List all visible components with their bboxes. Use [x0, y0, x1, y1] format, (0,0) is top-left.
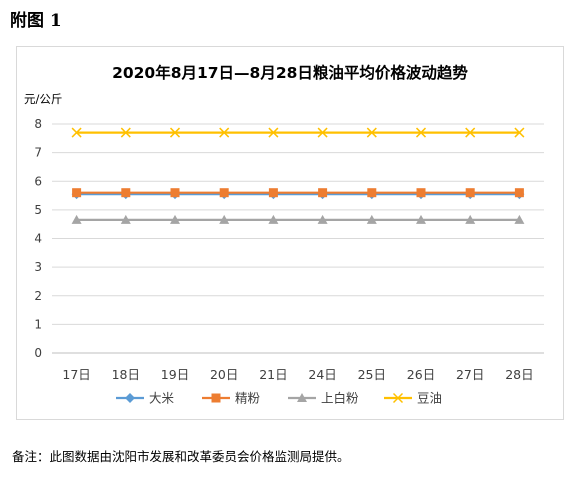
marker-stroke	[366, 127, 377, 138]
y-tick-label: 2	[34, 289, 42, 303]
y-tick-label: 4	[34, 232, 42, 246]
data-point-marker	[219, 127, 230, 138]
x-tick-label: 17日	[62, 367, 90, 382]
data-point-marker	[297, 393, 307, 402]
data-point-marker	[465, 188, 475, 198]
data-point-marker	[219, 214, 230, 224]
y-tick-label: 5	[34, 203, 42, 217]
data-point-marker	[514, 188, 524, 198]
data-point-marker	[120, 127, 131, 138]
marker-stroke	[415, 127, 427, 138]
legend-label: 精粉	[235, 391, 261, 406]
data-point-marker	[416, 214, 426, 224]
legend-item: 上白粉	[288, 391, 359, 406]
data-point-marker	[169, 127, 181, 138]
series-lines	[71, 127, 525, 224]
data-point-marker	[121, 188, 131, 198]
series-大米	[71, 189, 525, 200]
data-point-marker	[514, 127, 525, 138]
legend-label: 大米	[149, 391, 175, 406]
y-tick-label: 6	[34, 174, 42, 188]
data-point-marker	[415, 127, 427, 138]
data-point-marker	[72, 188, 82, 198]
legend-item: 豆油	[384, 391, 442, 406]
y-tick-label: 7	[34, 146, 42, 160]
data-point-marker	[366, 127, 377, 138]
data-point-marker	[317, 127, 328, 138]
data-point-marker	[211, 393, 221, 403]
data-point-marker	[71, 127, 82, 138]
legend-item: 大米	[116, 391, 175, 406]
x-tick-label: 28日	[505, 367, 533, 382]
series-上白粉	[71, 214, 525, 224]
x-tick-label: 25日	[358, 367, 386, 382]
marker-stroke	[392, 392, 404, 404]
data-point-marker	[416, 188, 426, 198]
y-tick-label: 0	[34, 346, 42, 360]
chart-frame: 2020年8月17日—8月28日粮油平均价格波动趋势 元/公斤 0 1 2 3 4 5 6 7…	[16, 46, 564, 420]
x-tick-label: 26日	[407, 367, 435, 382]
data-point-marker	[268, 188, 278, 198]
data-point-marker	[465, 214, 476, 224]
data-point-marker	[170, 188, 180, 198]
data-point-marker	[366, 214, 377, 224]
marker-stroke	[169, 127, 181, 138]
data-point-marker	[367, 188, 377, 198]
data-point-marker	[219, 188, 229, 198]
series-精粉	[72, 188, 524, 198]
data-point-marker	[268, 214, 279, 224]
line-chart: 2020年8月17日—8月28日粮油平均价格波动趋势 元/公斤 0 1 2 3 4 5 6 7…	[24, 63, 544, 406]
footnote: 备注：此图数据由沈阳市发展和改革委员会价格监测局提供。	[12, 449, 350, 464]
y-tick-labels: 0 1 2 3 4 5 6 7 8	[34, 117, 42, 360]
data-point-marker	[465, 127, 476, 138]
marker-stroke	[219, 127, 230, 138]
y-tick-label: 1	[34, 317, 42, 331]
data-point-marker	[317, 214, 328, 224]
data-point-marker	[125, 393, 135, 403]
x-tick-labels: 17日 18日 19日 20日 21日 24日 25日 26日 27日 28日	[62, 367, 533, 382]
y-axis-label: 元/公斤	[24, 92, 62, 106]
gridlines	[52, 123, 544, 354]
y-tick-label: 3	[34, 260, 42, 274]
marker-stroke	[514, 127, 525, 138]
data-point-marker	[120, 214, 131, 224]
data-point-marker	[392, 392, 404, 404]
x-tick-label: 24日	[308, 367, 336, 382]
legend-label: 豆油	[417, 391, 442, 406]
data-point-marker	[268, 127, 279, 138]
data-point-marker	[170, 214, 180, 224]
series-豆油	[71, 127, 525, 138]
marker-stroke	[120, 127, 131, 138]
chart-title: 2020年8月17日—8月28日粮油平均价格波动趋势	[112, 63, 468, 82]
x-tick-label: 19日	[161, 367, 189, 382]
y-tick-label: 8	[34, 117, 42, 131]
legend: 大米 精粉 上白粉 豆油	[116, 391, 442, 406]
marker-stroke	[71, 127, 82, 138]
x-tick-label: 18日	[112, 367, 140, 382]
marker-stroke	[465, 127, 476, 138]
legend-label: 上白粉	[321, 391, 359, 406]
data-point-marker	[318, 188, 328, 198]
data-point-marker	[514, 214, 525, 224]
figure-label: 附图 1	[10, 11, 62, 31]
x-tick-label: 21日	[259, 367, 287, 382]
data-point-marker	[71, 214, 82, 224]
marker-stroke	[317, 127, 328, 138]
x-tick-label: 20日	[210, 367, 238, 382]
legend-item: 精粉	[202, 391, 261, 406]
x-tick-label: 27日	[456, 367, 484, 382]
marker-stroke	[268, 127, 279, 138]
